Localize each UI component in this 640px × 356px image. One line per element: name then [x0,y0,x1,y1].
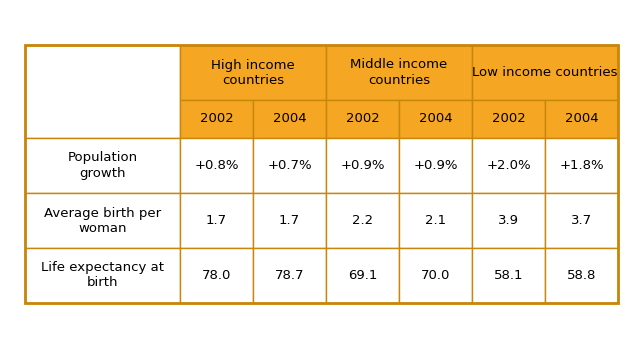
Text: 1.7: 1.7 [279,214,300,227]
Text: 58.8: 58.8 [567,269,596,282]
Text: High income
countries: High income countries [211,58,295,87]
Text: Population
growth: Population growth [67,152,138,179]
Bar [326,100,399,138]
Text: 78.7: 78.7 [275,269,304,282]
Bar [399,193,472,248]
Text: 3.7: 3.7 [571,214,592,227]
Bar [180,100,253,138]
Bar [472,193,545,248]
Text: +2.0%: +2.0% [486,159,531,172]
Text: 2002: 2002 [346,112,380,126]
Text: 2.2: 2.2 [352,214,373,227]
Bar [253,100,326,138]
Bar [25,248,180,303]
Text: 70.0: 70.0 [421,269,450,282]
Bar [399,138,472,193]
Bar [545,100,618,138]
Bar [472,248,545,303]
Bar [180,138,253,193]
Bar [399,100,472,138]
Text: Average birth per
woman: Average birth per woman [44,206,161,235]
Text: Middle income
countries: Middle income countries [350,58,447,87]
Text: +1.8%: +1.8% [559,159,604,172]
Bar [326,193,399,248]
Bar [253,248,326,303]
Bar [25,193,180,248]
Bar [253,193,326,248]
Text: 2004: 2004 [564,112,598,126]
Text: +0.8%: +0.8% [195,159,239,172]
Bar [399,248,472,303]
Bar [180,193,253,248]
Text: 2002: 2002 [492,112,525,126]
Bar [472,45,618,100]
Bar [472,100,545,138]
Text: 3.9: 3.9 [498,214,519,227]
Bar [180,45,326,100]
Bar [472,138,545,193]
Bar [253,138,326,193]
Bar [25,45,180,138]
Text: 58.1: 58.1 [493,269,524,282]
Bar [25,45,618,303]
Bar [545,138,618,193]
Text: +0.7%: +0.7% [267,159,312,172]
Bar [180,248,253,303]
Text: 2004: 2004 [273,112,307,126]
Bar [326,138,399,193]
Bar [326,45,472,100]
Bar [545,193,618,248]
Text: 1.7: 1.7 [206,214,227,227]
Text: 2004: 2004 [419,112,452,126]
Bar [25,138,180,193]
Text: 78.0: 78.0 [202,269,231,282]
Text: Life expectancy at
birth: Life expectancy at birth [41,262,164,289]
Text: 2002: 2002 [200,112,234,126]
Text: +0.9%: +0.9% [413,159,458,172]
Text: +0.9%: +0.9% [340,159,385,172]
Bar [326,248,399,303]
Bar [545,248,618,303]
Text: 69.1: 69.1 [348,269,377,282]
Text: 2.1: 2.1 [425,214,446,227]
Text: Low income countries: Low income countries [472,66,618,79]
